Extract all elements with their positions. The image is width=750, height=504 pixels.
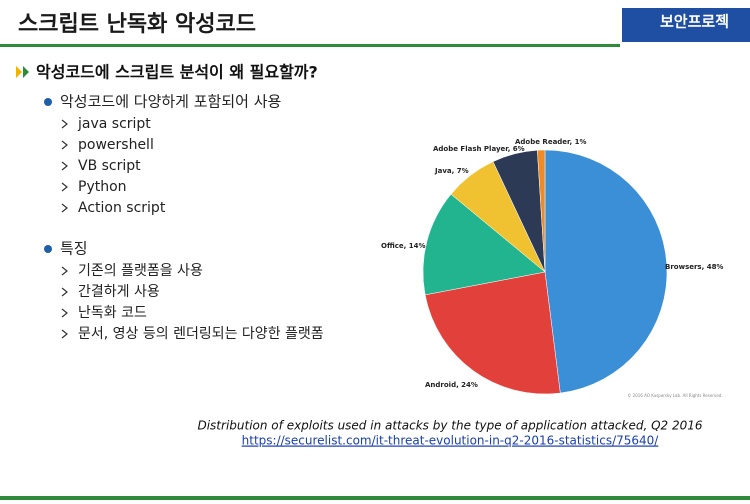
slice-label: Adobe Reader, 1% — [515, 138, 586, 146]
arrow-icon — [61, 182, 68, 192]
caption: Distribution of exploits used in attacks… — [197, 419, 702, 433]
link[interactable]: https://securelist.com/it-threat-evoluti… — [242, 434, 660, 448]
pie-slice — [537, 149, 546, 273]
title-rule — [0, 44, 620, 47]
sub-bullet: VB script — [78, 158, 141, 174]
bullet-dot — [44, 245, 52, 253]
logo-box — [622, 8, 750, 42]
pie-slice — [424, 271, 561, 395]
arrow-icon — [61, 287, 68, 297]
sub-bullet: Action script — [78, 200, 166, 216]
title: 스크립트 난독화 악성코드 — [18, 12, 256, 37]
arrow-icon — [61, 140, 68, 150]
arrow-icon — [61, 119, 68, 129]
arrow-icon — [61, 203, 68, 213]
bullet-dot — [44, 98, 52, 106]
sub-bullet: 난독화 코드 — [78, 305, 147, 321]
sub-bullet: Python — [78, 179, 127, 195]
pie-slice — [422, 193, 546, 296]
slice-label: Adobe Flash Player, 6% — [433, 145, 525, 153]
slice-label: Android, 24% — [425, 381, 478, 389]
icon — [16, 66, 22, 78]
sub-bullet: 기존의 플랫폼을 사용 — [78, 263, 203, 279]
slice-label: Java, 7% — [434, 167, 469, 175]
slice-label: Office, 14% — [381, 242, 426, 250]
icon — [23, 66, 29, 78]
sub-bullet: 문서, 영상 등의 렌더링되는 다양한 플랫폼 — [78, 326, 324, 342]
arrow-icon — [61, 308, 68, 318]
slice-label: Browsers, 48% — [665, 263, 723, 271]
arrow-icon — [61, 161, 68, 171]
copyright: © 2016 AO Kaspersky Lab. All Rights Rese… — [627, 393, 722, 398]
pie-chart: Browsers, 48% Android, 24% Office, 14% Java… — [381, 138, 723, 398]
bullet: 악성코드에 다양하게 포함되어 사용 — [60, 93, 281, 111]
sub-bullet: java script — [77, 116, 151, 132]
arrow-icon — [61, 329, 68, 339]
section-heading: 악성코드에 스크립트 분석이 왜 필요할까? — [36, 63, 318, 82]
logo: 보안프로젝 — [660, 13, 729, 31]
arrow-icon — [61, 266, 68, 276]
pie-slice — [544, 149, 668, 394]
bottom-rule — [0, 496, 750, 500]
sub-bullet: powershell — [78, 137, 154, 153]
sub-bullet: 간결하게 사용 — [78, 284, 160, 300]
bullet: 특징 — [60, 240, 88, 258]
bullets: 악성코드에 다양하게 포함되어 사용 java script powershell V… — [44, 93, 324, 342]
